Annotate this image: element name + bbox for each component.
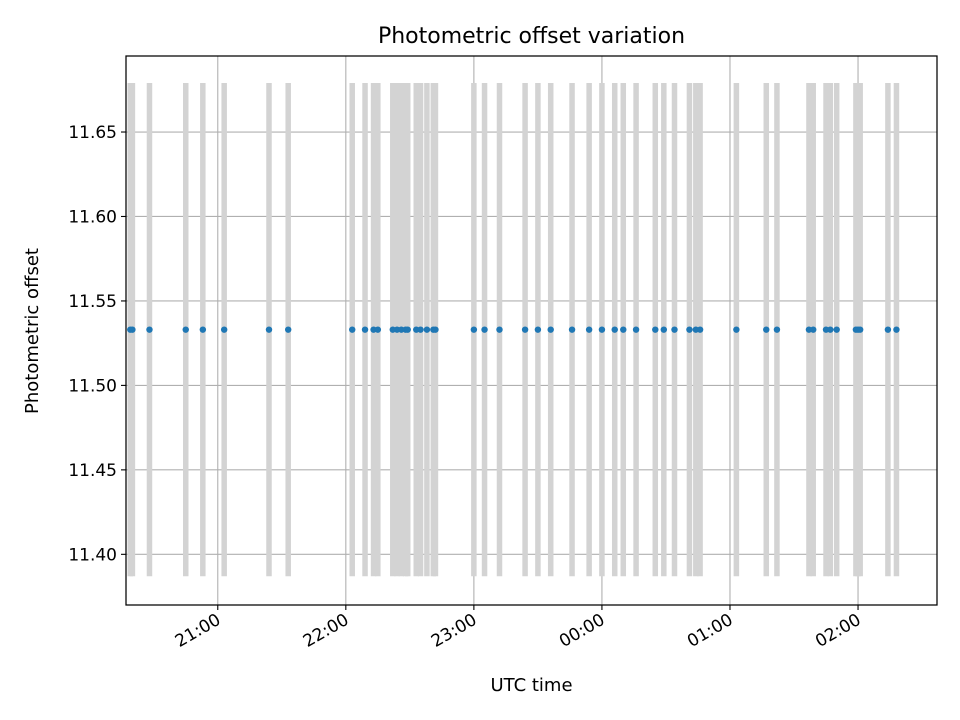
data-point — [470, 326, 478, 333]
data-point — [374, 326, 382, 333]
data-point — [598, 326, 606, 333]
data-point — [696, 326, 704, 333]
data-point — [417, 326, 424, 333]
data-point — [404, 326, 411, 333]
data-point — [496, 326, 503, 333]
x-axis-label: UTC time — [490, 675, 572, 696]
y-tick-label: 11.40 — [68, 545, 117, 565]
data-point — [763, 326, 770, 333]
data-point — [547, 326, 554, 333]
data-point — [568, 326, 576, 333]
data-point — [827, 326, 834, 333]
data-point — [220, 326, 228, 333]
data-point — [146, 326, 153, 333]
data-point — [432, 326, 439, 333]
data-point — [285, 326, 292, 333]
data-point — [893, 326, 900, 333]
data-point — [199, 326, 207, 333]
data-point — [884, 326, 892, 333]
y-tick-label: 11.50 — [68, 376, 117, 396]
y-axis-ticks: 11.40 11.45 11.50 11.55 11.60 11.65 — [68, 123, 126, 565]
data-point — [856, 326, 864, 333]
y-tick-label: 11.65 — [68, 123, 117, 143]
data-point — [733, 326, 740, 333]
data-point — [481, 326, 488, 333]
chart-title: Photometric offset variation — [378, 24, 685, 49]
data-point — [349, 326, 356, 333]
y-tick-label: 11.55 — [68, 292, 117, 312]
data-points — [127, 326, 900, 333]
data-point — [632, 326, 640, 333]
data-point — [129, 326, 136, 333]
data-point — [534, 326, 542, 333]
data-point — [585, 326, 593, 333]
data-point — [361, 326, 369, 333]
data-point — [521, 326, 529, 333]
data-point — [620, 326, 627, 333]
data-point — [660, 326, 668, 333]
data-point — [265, 326, 273, 333]
data-point — [652, 326, 659, 333]
data-point — [773, 326, 781, 333]
data-point — [671, 326, 678, 333]
y-tick-label: 11.45 — [68, 461, 117, 481]
data-point — [611, 326, 618, 333]
y-axis-label: Photometric offset — [22, 248, 43, 414]
data-point — [182, 326, 189, 333]
axes-frame — [125, 55, 938, 606]
data-point — [686, 326, 693, 333]
data-point — [833, 326, 840, 333]
y-tick-label: 11.60 — [68, 207, 117, 227]
data-point — [810, 326, 817, 333]
data-point — [423, 326, 431, 333]
